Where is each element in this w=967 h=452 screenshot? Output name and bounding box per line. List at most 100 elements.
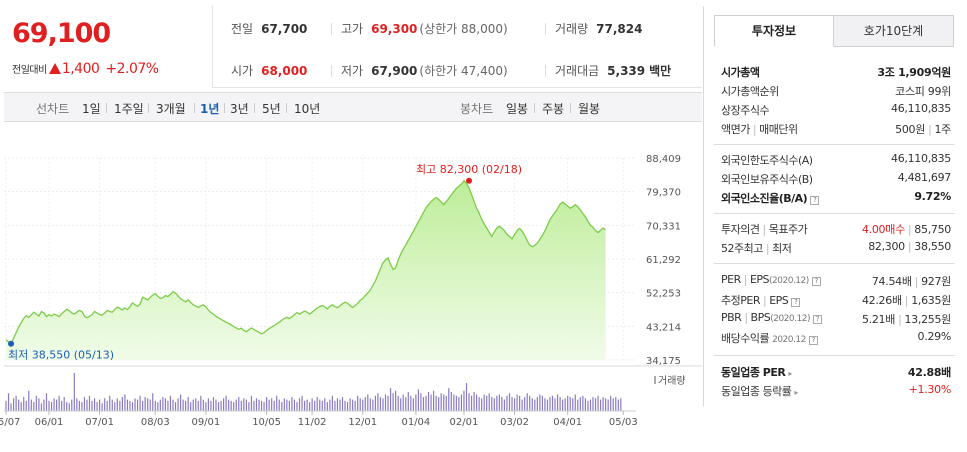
volume-bar (405, 397, 407, 411)
price-line (5, 179, 606, 345)
volume-bar (104, 398, 106, 411)
help-icon[interactable]: ? (811, 277, 821, 286)
volume-bar (460, 394, 463, 411)
help-icon[interactable]: ? (810, 196, 820, 205)
volume-bar (99, 399, 101, 411)
volume-bar (488, 393, 490, 411)
period-1d-button[interactable]: 1일 (82, 102, 101, 116)
tab-order-book[interactable]: 호가10단계 (834, 15, 954, 47)
volume-bar (10, 403, 12, 411)
volume-bar (301, 395, 303, 411)
volume-bar (498, 394, 500, 411)
period-5y-button[interactable]: 5년 (262, 102, 281, 116)
price-chart[interactable]: 88,409 79,370 70,331 61,292 52,253 43,214 34,1… (0, 122, 702, 452)
volume-bar (503, 399, 506, 411)
volume-bar (506, 395, 508, 411)
volume-bar (354, 400, 356, 411)
stat-prev-close: 전일 67,700 (231, 22, 308, 36)
y-tick-label: 52,253 (646, 289, 681, 300)
volume-bar (349, 398, 351, 411)
volume-bar (412, 398, 414, 411)
volume-bar (238, 397, 240, 411)
volume-bar (402, 394, 404, 411)
period-1y-button[interactable]: 1년 (200, 102, 220, 116)
volume-bar (40, 403, 43, 411)
volume-bar (589, 399, 592, 411)
volume-bar (470, 395, 473, 411)
candle-monthly-button[interactable]: 월봉 (578, 102, 601, 116)
divider (224, 103, 225, 113)
volume-bar (35, 395, 37, 411)
volume-bar (341, 397, 344, 411)
volume-bar (222, 398, 225, 411)
y-tick-label: 70,331 (646, 221, 681, 232)
period-3m-button[interactable]: 3개월 (156, 102, 186, 116)
volume-bar (190, 402, 192, 411)
volume-bar (516, 394, 518, 411)
row-foreign-own: 외국인보유주식수(B) 4,481,697 (721, 171, 951, 186)
stat-high: 고가 69,300 (상한가 88,000) (341, 22, 508, 36)
row-cap-rank: 시가총액순위 코스피 99위 (721, 85, 951, 98)
chevron-right-icon: ▸ (794, 388, 798, 397)
volume-bar (291, 397, 293, 411)
x-tick-label: 06/01 (35, 417, 64, 428)
volume-bar (425, 395, 427, 411)
x-tick-label: 07/01 (85, 417, 114, 428)
help-icon[interactable]: ? (791, 298, 801, 307)
divider (194, 103, 195, 113)
divider (545, 23, 546, 35)
volume-bar (389, 388, 392, 411)
tab-investment-info[interactable]: 투자정보 (714, 15, 834, 47)
row-52week: 52주최고 | 최저 82,300 | 38,550 (721, 240, 951, 255)
row-sector-per[interactable]: 동일업종 PER ▸ 42.88배 (721, 366, 951, 379)
volume-bar (331, 395, 333, 411)
help-icon[interactable]: ? (812, 315, 822, 324)
volume-bar (217, 402, 220, 411)
row-est-per: 추정PER | EPS? 42.26배 | 1,635원 (721, 294, 951, 307)
x-tick-label: 05/03 (609, 417, 638, 428)
divider (534, 103, 535, 113)
volume-bar (544, 398, 546, 411)
row-market-cap: 시가총액 3조 1,909억원 (721, 66, 951, 79)
volume-bar (473, 392, 475, 411)
volume-bar (245, 399, 247, 411)
volume-bar (463, 390, 465, 411)
volume-bar (200, 395, 202, 411)
volume-bar (167, 400, 169, 411)
volume-bar (243, 398, 245, 411)
candle-daily-button[interactable]: 일봉 (506, 102, 529, 116)
period-3y-button[interactable]: 3년 (230, 102, 249, 116)
volume-bar (253, 400, 255, 411)
volume-bar (225, 395, 227, 411)
row-dividend: 배당수익률 2020.12? 0.29% (721, 330, 951, 345)
volume-bar (524, 397, 526, 411)
volume-bar (230, 400, 232, 411)
volume-bar (336, 398, 339, 411)
divider (570, 103, 571, 113)
volume-bar (20, 402, 22, 411)
volume-bar (311, 398, 313, 411)
volume-bar (28, 390, 30, 411)
volume-bar (124, 394, 126, 411)
volume-bar (410, 395, 412, 411)
candle-weekly-button[interactable]: 주봉 (542, 102, 565, 116)
volume-bar (281, 402, 283, 411)
volume-bar (594, 398, 597, 411)
volume-bar (562, 399, 564, 411)
volume-bar (319, 399, 321, 411)
divider (545, 65, 546, 77)
volume-bar (142, 400, 144, 411)
y-tick-label: 61,292 (646, 255, 681, 266)
volume-bar (25, 400, 27, 411)
volume-bar (93, 398, 96, 411)
volume-bar (86, 399, 88, 411)
row-sector-rate[interactable]: 동일업종 등락률 ▸ +1.30% (721, 383, 951, 398)
y-tick-label: 88,409 (646, 154, 681, 165)
volume-bar (61, 400, 63, 411)
volume-bar (147, 398, 149, 411)
volume-bar (564, 398, 566, 411)
period-10y-button[interactable]: 10년 (294, 102, 321, 116)
period-1w-button[interactable]: 1주일 (114, 102, 144, 116)
volume-bar (192, 399, 194, 411)
help-icon[interactable]: ? (808, 336, 818, 345)
